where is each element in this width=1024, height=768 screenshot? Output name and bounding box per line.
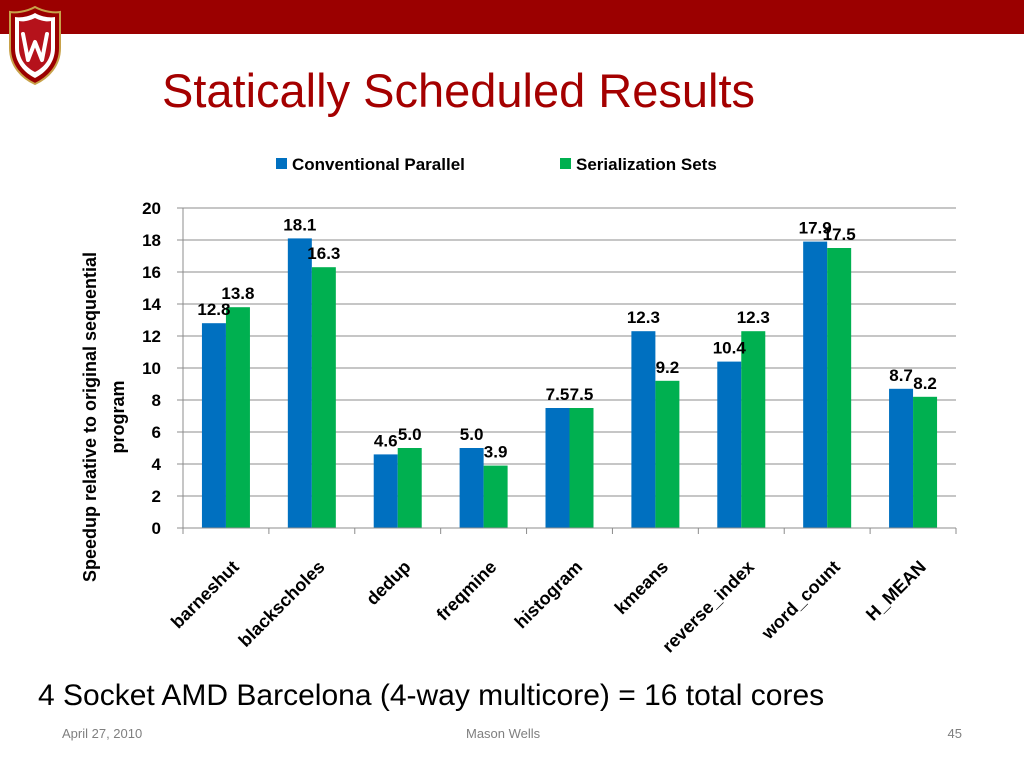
bar-chart: Conventional Parallel Serialization Sets …	[80, 155, 957, 657]
bar	[803, 241, 828, 528]
slide-subtitle: 4 Socket AMD Barcelona (4-way multicore)…	[38, 679, 825, 712]
value-label: 8.7	[889, 366, 913, 385]
bar	[201, 323, 226, 528]
y-tick-label: 18	[142, 231, 161, 250]
y-tick-label: 16	[142, 263, 161, 282]
y-tick-label: 8	[152, 391, 161, 410]
value-label: 13.8	[221, 284, 254, 303]
value-label: 5.0	[460, 425, 484, 444]
value-label: 12.3	[627, 308, 660, 327]
value-label: 17.5	[823, 225, 856, 244]
y-axis-ticks: 0 2 4 6 8 10 12 14 16 18 20	[142, 199, 183, 538]
legend-label: Serialization Sets	[576, 155, 717, 174]
x-tick-label: dedup	[362, 557, 414, 609]
bar	[287, 238, 312, 528]
legend-swatch	[276, 158, 287, 169]
y-axis-label: Speedup relative to original sequential p…	[80, 252, 128, 582]
bar	[569, 408, 594, 528]
x-tick-label: histogram	[511, 557, 587, 633]
bar	[827, 248, 852, 528]
value-label: 10.4	[713, 339, 747, 358]
bar	[889, 388, 914, 528]
bar	[459, 448, 484, 528]
y-tick-label: 6	[152, 423, 161, 442]
bar	[311, 267, 336, 528]
wisconsin-crest-icon	[9, 5, 61, 86]
x-tick-label: freqmine	[433, 557, 501, 625]
value-label: 3.9	[484, 443, 508, 462]
y-tick-label: 12	[142, 327, 161, 346]
bar	[741, 331, 766, 528]
x-tick-label: H_MEAN	[862, 557, 930, 625]
y-tick-label: 4	[152, 455, 162, 474]
x-tick-label: kmeans	[611, 557, 673, 619]
value-label: 12.8	[197, 300, 230, 319]
y-tick-label: 0	[152, 519, 161, 538]
bar	[913, 396, 938, 528]
y-tick-label: 20	[142, 199, 161, 218]
value-label: 16.3	[307, 244, 340, 263]
x-tick-label: word_count	[757, 557, 844, 644]
x-tick-label: barneshut	[167, 557, 243, 633]
bar	[397, 448, 422, 528]
top-bar	[0, 0, 1024, 34]
value-label: 5.0	[398, 425, 422, 444]
slide-title: Statically Scheduled Results	[162, 64, 756, 117]
bar	[631, 331, 656, 528]
chart-legend: Conventional Parallel Serialization Sets	[276, 155, 717, 174]
footer-author: Mason Wells	[466, 726, 541, 741]
value-label: 18.1	[283, 215, 316, 234]
footer-date: April 27, 2010	[62, 726, 143, 741]
value-label: 12.3	[737, 308, 770, 327]
value-label: 8.2	[913, 374, 937, 393]
bar	[545, 408, 570, 528]
bar	[717, 361, 742, 528]
value-label: 7.5	[570, 385, 594, 404]
legend-label: Conventional Parallel	[292, 155, 465, 174]
value-label: 17.9	[799, 219, 832, 238]
y-axis-title-line: program	[108, 380, 128, 453]
bar	[225, 307, 250, 528]
value-label: 9.2	[656, 358, 680, 377]
x-tick-label: blackscholes	[235, 557, 329, 651]
chart-bars	[201, 238, 938, 528]
y-tick-label: 10	[142, 359, 161, 378]
y-axis-title-line: Speedup relative to original sequential	[80, 252, 100, 582]
y-tick-label: 14	[142, 295, 161, 314]
bar	[373, 454, 398, 528]
value-labels: 12.813.818.116.34.6 5.0 5.03.97.5 7.512.39.…	[197, 215, 936, 461]
value-label: 7.5	[546, 385, 570, 404]
chart-axes	[182, 208, 956, 529]
value-label: 4.6	[374, 431, 398, 450]
y-tick-label: 2	[152, 487, 161, 506]
bar	[655, 380, 680, 528]
x-tick-label: reverse_index	[658, 557, 758, 657]
bar	[483, 465, 508, 528]
legend-swatch	[560, 158, 571, 169]
page-number: 45	[947, 726, 962, 741]
